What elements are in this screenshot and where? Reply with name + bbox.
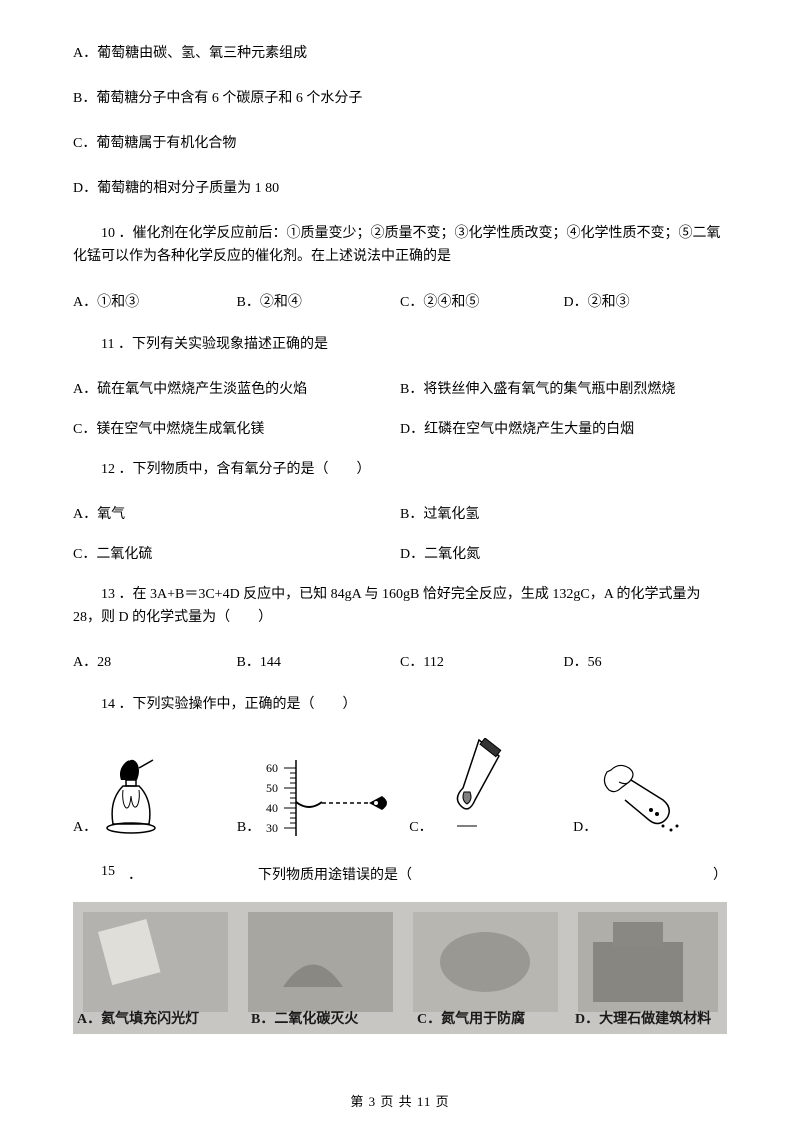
q15-stem: 下列物质用途错误的是（ (258, 864, 707, 884)
q12-opt-b: B．过氧化氢 (400, 503, 727, 523)
q15-close: ） (707, 864, 727, 884)
q13-stem: 13 ．在 3A+B＝3C+4D 反应中，已知 84gA 与 160gB 恰好完… (73, 583, 727, 629)
q12-row1: A．氧气 B．过氧化氢 (73, 503, 727, 523)
q15-cap-a: A．氦气填充闪光灯 (77, 1008, 199, 1028)
q10-opt-b: B．②和④ (237, 291, 401, 311)
test-tube-heating-icon (437, 738, 507, 836)
q14-lab-d: D． (573, 816, 597, 836)
q14-lab-b: B． (237, 816, 260, 836)
svg-text:40: 40 (266, 801, 278, 815)
q12-opt-d: D．二氧化氮 (400, 543, 727, 563)
q14-images: A． B． 60 50 (73, 738, 727, 836)
graduated-cylinder-reading-icon: 60 50 40 30 (264, 758, 399, 836)
q14-cell-c: C． (409, 738, 563, 836)
q14-cell-a: A． (73, 758, 227, 836)
q13-opt-a: A．28 (73, 651, 237, 671)
q11-opt-d: D．红磷在空气中燃烧产生大量的白烟 (400, 418, 727, 438)
q13-opt-c: C．112 (400, 651, 564, 671)
adding-solid-to-test-tube-icon (601, 764, 686, 836)
q14-lab-a: A． (73, 816, 97, 836)
q10-stem: 10 ．催化剂在化学反应前后：①质量变少；②质量不变；③化学性质改变；④化学性质… (73, 222, 727, 268)
q14-cell-b: B． 60 50 40 30 (237, 758, 399, 836)
q9-opt-c: C．葡萄糖属于有机化合物 (73, 132, 727, 155)
svg-text:50: 50 (266, 781, 278, 795)
q13-options: A．28 B．144 C．112 D．56 (73, 651, 727, 671)
q11-row1: A．硫在氧气中燃烧产生淡蓝色的火焰 B．将铁丝伸入盛有氧气的集气瓶中剧烈燃烧 (73, 378, 727, 398)
q15-num: 15 (73, 864, 128, 884)
q11-row2: C．镁在空气中燃烧生成氧化镁 D．红磷在空气中燃烧产生大量的白烟 (73, 418, 727, 438)
q12-row2: C．二氧化硫 D．二氧化氮 (73, 543, 727, 563)
q14-lab-c: C． (409, 816, 432, 836)
q10-options: A．①和③ B．②和④ C．②④和⑤ D．②和③ (73, 291, 727, 311)
q10-opt-d: D．②和③ (564, 291, 728, 311)
q15-cap-d: D．大理石做建筑材料 (575, 1008, 711, 1028)
q14-cell-d: D． (573, 764, 727, 836)
q11-opt-a: A．硫在氧气中燃烧产生淡蓝色的火焰 (73, 378, 400, 398)
q15-image-strip: A．氦气填充闪光灯 B．二氧化碳灭火 C．氮气用于防腐 D．大理石做建筑材料 (73, 902, 727, 1034)
q9-opt-a: A．葡萄糖由碳、氢、氧三种元素组成 (73, 42, 727, 65)
alcohol-lamp-icon (101, 758, 161, 836)
q11-opt-c: C．镁在空气中燃烧生成氧化镁 (73, 418, 400, 438)
q15-dot: ． (128, 864, 258, 884)
q10-opt-a: A．①和③ (73, 291, 237, 311)
q13-opt-b: B．144 (237, 651, 401, 671)
q11-stem: 11 ．下列有关实验现象描述正确的是 (73, 333, 727, 356)
q12-opt-c: C．二氧化硫 (73, 543, 400, 563)
q12-stem: 12 ．下列物质中，含有氧分子的是（ ） (73, 458, 727, 481)
q11-opt-b: B．将铁丝伸入盛有氧气的集气瓶中剧烈燃烧 (400, 378, 727, 398)
q15-stem-row: 15 ． 下列物质用途错误的是（ ） (73, 864, 727, 884)
svg-text:60: 60 (266, 761, 278, 775)
q14-stem: 14 ．下列实验操作中，正确的是（ ） (73, 693, 727, 716)
q10-opt-c: C．②④和⑤ (400, 291, 564, 311)
q15-cap-b: B．二氧化碳灭火 (251, 1008, 358, 1028)
q12-opt-a: A．氧气 (73, 503, 400, 523)
svg-text:30: 30 (266, 821, 278, 835)
q15-cap-c: C．氮气用于防腐 (417, 1008, 525, 1028)
q13-opt-d: D．56 (564, 651, 728, 671)
page-footer: 第 3 页 共 11 页 (0, 1091, 800, 1110)
q9-opt-b: B．葡萄糖分子中含有 6 个碳原子和 6 个水分子 (73, 87, 727, 110)
q9-opt-d: D．葡萄糖的相对分子质量为 1 80 (73, 177, 727, 200)
